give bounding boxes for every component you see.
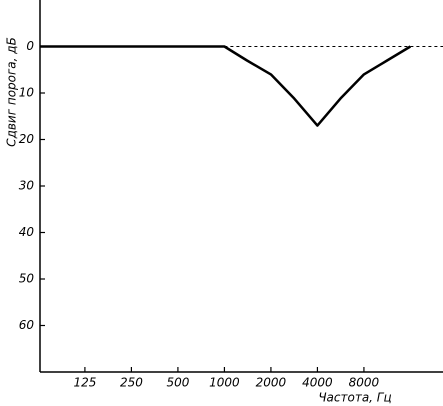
y-tick-label: 10 [19, 86, 35, 100]
x-tick-label: 4000 [302, 376, 333, 390]
y-tick-label: 40 [19, 225, 35, 239]
x-axis-label: Частота, Гц [318, 391, 391, 405]
y-axis-label: Сдвиг порога, дБ [5, 37, 19, 147]
y-tick-label: 30 [19, 179, 35, 193]
x-tick-label: 8000 [349, 376, 380, 390]
x-tick-label: 125 [73, 376, 96, 390]
data-line [40, 45, 412, 127]
y-tick-label: 50 [19, 272, 35, 286]
y-tick-label: 60 [19, 318, 35, 332]
x-tick-label: 1000 [209, 376, 240, 390]
y-tick-label: 0 [26, 39, 34, 53]
y-tick-label: 20 [19, 132, 35, 146]
x-tick-label: 250 [120, 376, 143, 390]
x-tick-label: 2000 [256, 376, 287, 390]
x-tick-label: 500 [166, 376, 189, 390]
